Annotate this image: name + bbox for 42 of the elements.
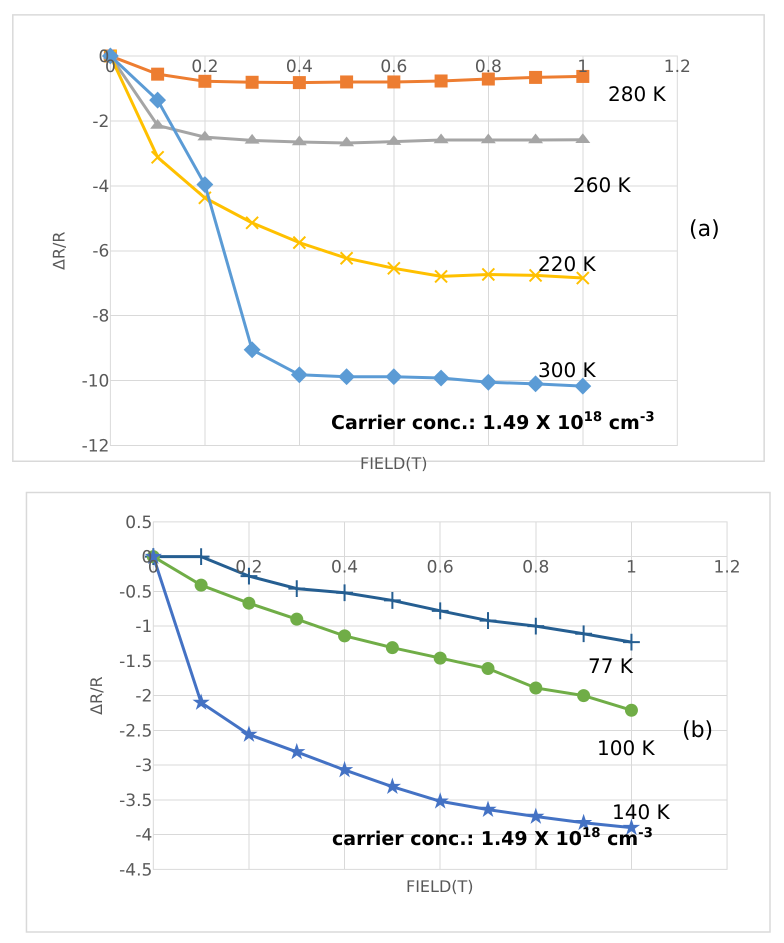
x-tick-label: 0.2 (235, 558, 262, 578)
y-tick-label: -12 (82, 436, 110, 456)
y-tick-label: -0.5 (119, 582, 152, 602)
y-tick-label: -1 (135, 617, 152, 638)
y-tick-label: -4.5 (119, 860, 152, 880)
series-label: 220 K (538, 252, 597, 276)
y-tick-label: -2.5 (119, 721, 152, 742)
annotation: Carrier conc.: 1.49 X 10$^{18}$ cm$^{-3}$ (331, 410, 655, 434)
x-tick-label: 0.4 (331, 558, 358, 578)
y-tick-label: -3 (135, 756, 152, 776)
x-tick-label: 0.6 (426, 558, 454, 578)
x-tick-label: 0.8 (474, 56, 502, 77)
y-tick-label: -4 (135, 826, 152, 846)
x-tick-label: 0.2 (191, 56, 218, 77)
x-tick-label: 1.2 (664, 56, 691, 77)
y-axis-title: ΔR/R (50, 231, 68, 270)
x-axis-title: FIELD(T) (360, 454, 428, 473)
x-tick-label: 1.2 (714, 558, 741, 578)
series-label: 77 K (588, 654, 634, 678)
annotation: carrier conc.: 1.49 X 10$^{18}$ cm$^{-3}$ (332, 826, 653, 850)
series-label: 260 K (573, 173, 632, 197)
y-axis-title: ΔR/R (87, 676, 106, 715)
y-tick-label: -1.5 (119, 652, 152, 672)
x-tick-label: 0.6 (380, 56, 408, 77)
x-tick-label: 0.4 (286, 56, 313, 77)
annotation: (b) (682, 718, 714, 743)
series-label: 280 K (608, 82, 667, 106)
y-tick-label: -2 (135, 686, 152, 707)
y-tick-label: -2 (92, 112, 110, 132)
x-tick-label: 0.8 (522, 558, 550, 578)
text: (a) (689, 217, 720, 242)
y-tick-label: -4 (92, 176, 110, 197)
y-tick-label: -6 (92, 242, 110, 262)
series-label: 100 K (597, 736, 656, 760)
y-tick-label: -8 (92, 306, 110, 327)
series-label: 300 K (538, 358, 597, 382)
y-tick-label: -10 (82, 372, 110, 392)
series-label: 140 K (612, 800, 671, 824)
x-tick-label: 1 (626, 558, 637, 578)
y-tick-label: 0.5 (125, 512, 152, 533)
y-tick-label: -3.5 (119, 790, 152, 811)
x-axis-title: FIELD(T) (406, 877, 474, 896)
